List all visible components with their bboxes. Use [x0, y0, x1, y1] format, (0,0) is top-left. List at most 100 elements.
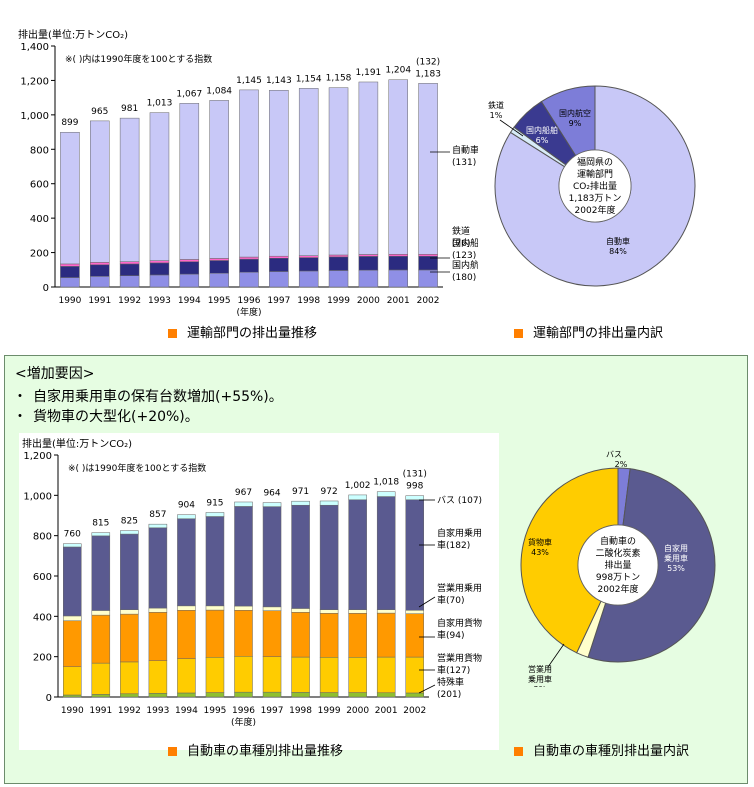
caption-top-bar: 運輸部門の排出量推移 — [168, 322, 317, 341]
total-value-label: 1,183 — [415, 69, 441, 79]
leader-line — [418, 684, 436, 694]
bar-segment — [91, 532, 111, 537]
pie-percent: 43% — [531, 548, 549, 557]
pie-label: 国内航空 — [559, 108, 591, 118]
pie-center-text: 2002年度 — [575, 204, 616, 216]
x-tick-label: 1997 — [267, 296, 290, 306]
y-tick-label: 600 — [33, 572, 52, 583]
series-index-label: (123) — [452, 251, 476, 261]
caption-top-pie-text: 運輸部門の排出量内訳 — [533, 326, 664, 341]
bar-segment — [205, 692, 225, 698]
x-axis-label: (年度) — [231, 716, 256, 728]
total-value-label: 760 — [64, 530, 81, 540]
bar-segment — [298, 257, 319, 272]
total-value-label: 964 — [263, 489, 280, 499]
bar-segment — [209, 100, 229, 259]
bar-segment — [319, 609, 339, 614]
y-tick-label: 800 — [30, 145, 49, 156]
bar-segment — [177, 514, 196, 519]
bar-segment — [262, 656, 282, 693]
x-tick-label: 2002 — [417, 296, 440, 306]
bar-segment — [291, 612, 310, 658]
bar-segment — [348, 609, 367, 614]
x-tick-label: 1998 — [289, 706, 312, 716]
bar-segment — [262, 502, 282, 507]
bar-segment — [205, 605, 225, 611]
bar-segment — [388, 269, 408, 288]
bar-segment — [177, 658, 196, 694]
x-tick-label: 1992 — [118, 296, 141, 306]
y-tick-label: 1,400 — [20, 42, 49, 53]
bar-segment — [291, 504, 310, 609]
bar-segment — [319, 500, 339, 506]
pie-label: 鉄道 — [488, 100, 504, 110]
series-label: 車(182) — [437, 539, 470, 551]
bar-segment — [234, 691, 253, 698]
series-label: 鉄道 — [452, 225, 470, 237]
bar-segment — [319, 504, 339, 610]
bar-segment — [205, 657, 225, 693]
x-tick-label: 1993 — [146, 706, 169, 716]
caption-top-pie: 運輸部門の排出量内訳 — [514, 322, 663, 341]
bar-segment — [405, 692, 424, 698]
pie-percent: 9% — [569, 119, 582, 128]
y-tick-label: 800 — [33, 532, 52, 543]
factor-item-text: 貨物車の大型化(+20%)。 — [33, 409, 199, 425]
bar-segment — [388, 254, 408, 257]
total-value-label: 815 — [92, 519, 109, 529]
bar-segment — [291, 500, 310, 506]
series-label: 車(94) — [437, 629, 464, 641]
bar-segment — [388, 79, 408, 255]
pie-label: 乗用車 — [664, 553, 688, 563]
x-tick-label: 1997 — [261, 706, 284, 716]
y-tick-label: 1,200 — [20, 76, 49, 87]
total-value-label: 1,145 — [236, 76, 262, 86]
total-value-label: 1,191 — [356, 68, 382, 78]
x-tick-label: 2000 — [346, 706, 369, 716]
pie-label: 営業用 — [528, 664, 552, 674]
bar-segment — [269, 258, 289, 272]
bar-segment — [63, 694, 82, 698]
bar-segment — [148, 523, 168, 529]
pie-center-text: 998万トン — [596, 573, 640, 583]
y-tick-label: 0 — [46, 693, 52, 704]
bar-segment — [319, 613, 339, 658]
bar-segment — [291, 692, 310, 698]
bar-segment — [376, 692, 396, 698]
series-label: 営業用乗用 — [437, 582, 482, 594]
bar-segment — [376, 612, 396, 658]
y-axis-unit-label: 排出量(単位:万トンCO₂) — [18, 28, 128, 41]
bar-segment — [90, 262, 110, 266]
total-value-label: 1,067 — [176, 89, 202, 99]
y-tick-label: 1,200 — [23, 451, 52, 462]
total-value-label: 1,018 — [373, 478, 399, 488]
bar-segment — [269, 271, 289, 288]
series-index-label: (76) — [452, 239, 470, 249]
bar-segment — [328, 254, 349, 258]
pie-label: 自家用 — [664, 543, 688, 553]
bar-segment — [120, 609, 139, 615]
series-label: 自家用乗用 — [437, 527, 482, 539]
bar-segment — [239, 258, 259, 273]
series-label: 国内船舶 — [452, 237, 478, 249]
x-tick-label: 1990 — [58, 296, 81, 306]
bar-segment — [358, 254, 379, 257]
bar-segment — [63, 666, 82, 696]
series-index-label: (180) — [452, 273, 476, 283]
total-value-label: 825 — [121, 517, 138, 527]
bar-segment — [234, 656, 253, 693]
increase-factors-panel: <増加要因> ・自家用乗用車の保有台数増加(+55%)。 ・貨物車の大型化(+2… — [4, 355, 748, 784]
total-value-label: 1,204 — [385, 66, 411, 76]
x-tick-label: 1999 — [318, 706, 341, 716]
caption-top-bar-text: 運輸部門の排出量推移 — [187, 326, 318, 341]
orange-square-icon — [514, 747, 523, 756]
orange-square-icon — [168, 747, 177, 756]
bar-segment — [177, 518, 196, 607]
pie-center-text: CO₂排出量 — [573, 180, 617, 192]
bar-segment — [177, 692, 196, 698]
bar-segment — [262, 610, 282, 657]
pie-percent: 84% — [609, 247, 627, 256]
pie-label: 自動車 — [606, 236, 630, 246]
bar-segment — [91, 535, 111, 611]
